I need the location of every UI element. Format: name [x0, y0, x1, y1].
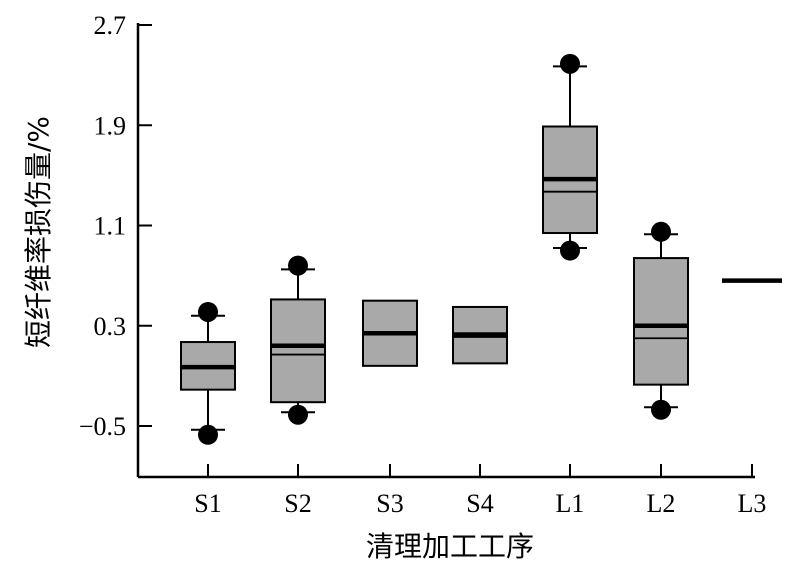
y-axis-title: 短纤维率损伤量/% [22, 116, 55, 348]
x-tick-label: S1 [194, 489, 221, 518]
x-tick-label: S3 [376, 489, 403, 518]
box-body [633, 257, 689, 386]
box-group-l2 [633, 221, 689, 420]
box-group-s1 [180, 301, 236, 445]
y-tick-label: 2.7 [94, 11, 127, 40]
x-tick-label: L3 [738, 489, 767, 518]
y-tick-label: 1.9 [94, 111, 127, 140]
box-group-s2 [270, 255, 326, 425]
outlier-point [198, 301, 218, 322]
outlier-point [651, 221, 671, 242]
plot-marks [180, 53, 782, 445]
outlier-point [651, 399, 671, 420]
x-tick-label: S2 [284, 489, 311, 518]
x-tick-label: L1 [556, 489, 585, 518]
x-axis-title: 清理加工工序 [366, 530, 534, 563]
box-group-l1 [542, 53, 598, 261]
axes: −0.5 0.3 1.1 1.9 2.7 S1 S2 S3 S4 L1 L2 L3 [79, 11, 767, 518]
box-group-s4 [452, 305, 508, 365]
outlier-point [288, 255, 308, 276]
box-group-s3 [362, 299, 418, 367]
outlier-point [198, 424, 218, 445]
y-tick-label: 0.3 [94, 312, 127, 341]
outlier-point [288, 404, 308, 425]
outlier-point [560, 240, 580, 261]
box-body [270, 298, 326, 404]
x-tick-label: S4 [466, 489, 493, 518]
y-tick-label: −0.5 [79, 412, 126, 441]
y-tick-label: 1.1 [94, 212, 127, 241]
outlier-point [560, 53, 580, 74]
x-tick-label: L2 [647, 489, 676, 518]
